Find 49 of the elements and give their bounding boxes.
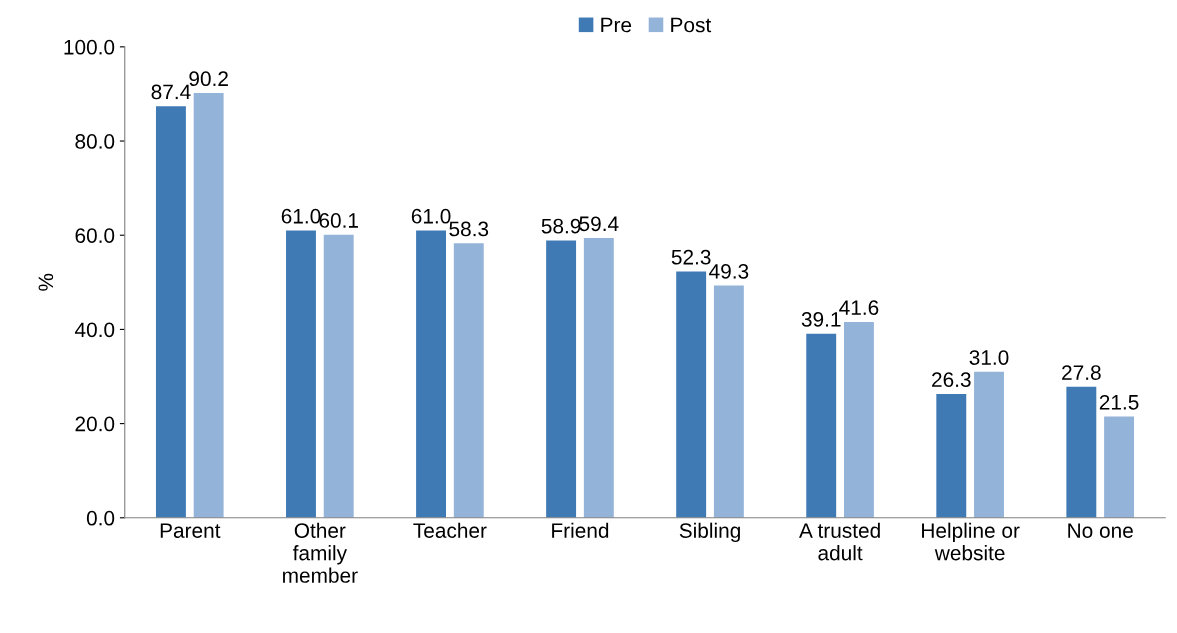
data-label: 58.9 — [541, 218, 581, 234]
data-label: 49.3 — [709, 263, 749, 279]
y-tick-label: 40.0 — [74, 322, 115, 338]
x-tick-label: A trusted adult — [799, 522, 880, 561]
data-label: 39.1 — [801, 312, 841, 327]
data-label: 61.0 — [411, 208, 451, 224]
x-tick-label: No one — [1068, 523, 1133, 538]
bar — [416, 230, 447, 518]
bar — [713, 285, 744, 518]
data-label: 60.1 — [319, 213, 358, 228]
y-tick-label: 20.0 — [75, 416, 115, 432]
x-tick-label: Helpline or website — [922, 522, 1020, 561]
data-label: 26.3 — [932, 372, 971, 388]
data-label: 59.4 — [579, 216, 619, 232]
bar — [583, 238, 614, 518]
bar — [546, 240, 577, 518]
y-axis-title: % — [38, 273, 54, 291]
legend-label: Pre — [601, 17, 632, 33]
data-label: 41.6 — [839, 300, 879, 315]
legend-label: Post — [671, 17, 712, 33]
x-tick-label: Parent — [160, 523, 221, 538]
bar — [453, 243, 484, 518]
y-tick-label: 0.0 — [86, 510, 115, 526]
data-label: 21.5 — [1099, 394, 1139, 410]
bar — [806, 333, 837, 518]
data-label: 52.3 — [671, 249, 711, 265]
bar — [974, 371, 1004, 518]
bar — [676, 271, 707, 518]
y-tick-label: 60.0 — [75, 228, 115, 243]
y-tick-label: 100.0 — [64, 39, 115, 55]
y-tick-label: 80.0 — [75, 134, 115, 149]
data-label: 58.3 — [449, 221, 489, 237]
bar — [323, 234, 354, 518]
x-tick-label: Other family member — [283, 522, 358, 583]
data-label: 27.8 — [1062, 365, 1101, 380]
bar — [843, 321, 874, 518]
x-tick-label: Teacher — [413, 522, 487, 538]
bar — [155, 106, 186, 518]
bar — [936, 393, 967, 518]
x-tick-label: Sibling — [679, 522, 740, 543]
bar — [1104, 416, 1135, 518]
bar — [286, 230, 316, 518]
data-label: 61.0 — [281, 208, 321, 224]
x-tick-label: Friend — [552, 522, 609, 538]
bar — [193, 93, 224, 518]
data-label: 87.4 — [151, 84, 191, 100]
data-label: 90.2 — [189, 71, 228, 87]
data-label: 31.0 — [969, 350, 1009, 365]
bar — [1066, 386, 1097, 518]
